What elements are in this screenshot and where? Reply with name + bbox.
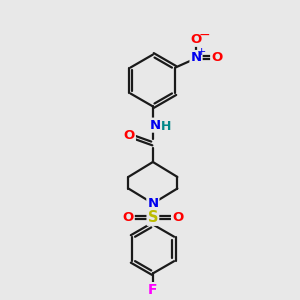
Text: O: O — [172, 211, 183, 224]
Text: O: O — [124, 129, 135, 142]
Text: O: O — [190, 33, 202, 46]
Text: −: − — [198, 27, 210, 41]
Text: N: N — [190, 51, 202, 64]
Text: N: N — [150, 118, 161, 132]
Text: O: O — [211, 51, 222, 64]
Text: O: O — [122, 211, 134, 224]
Text: S: S — [148, 210, 158, 225]
Text: N: N — [147, 197, 158, 210]
Text: F: F — [148, 283, 158, 297]
Text: H: H — [160, 120, 171, 133]
Text: +: + — [197, 47, 206, 57]
